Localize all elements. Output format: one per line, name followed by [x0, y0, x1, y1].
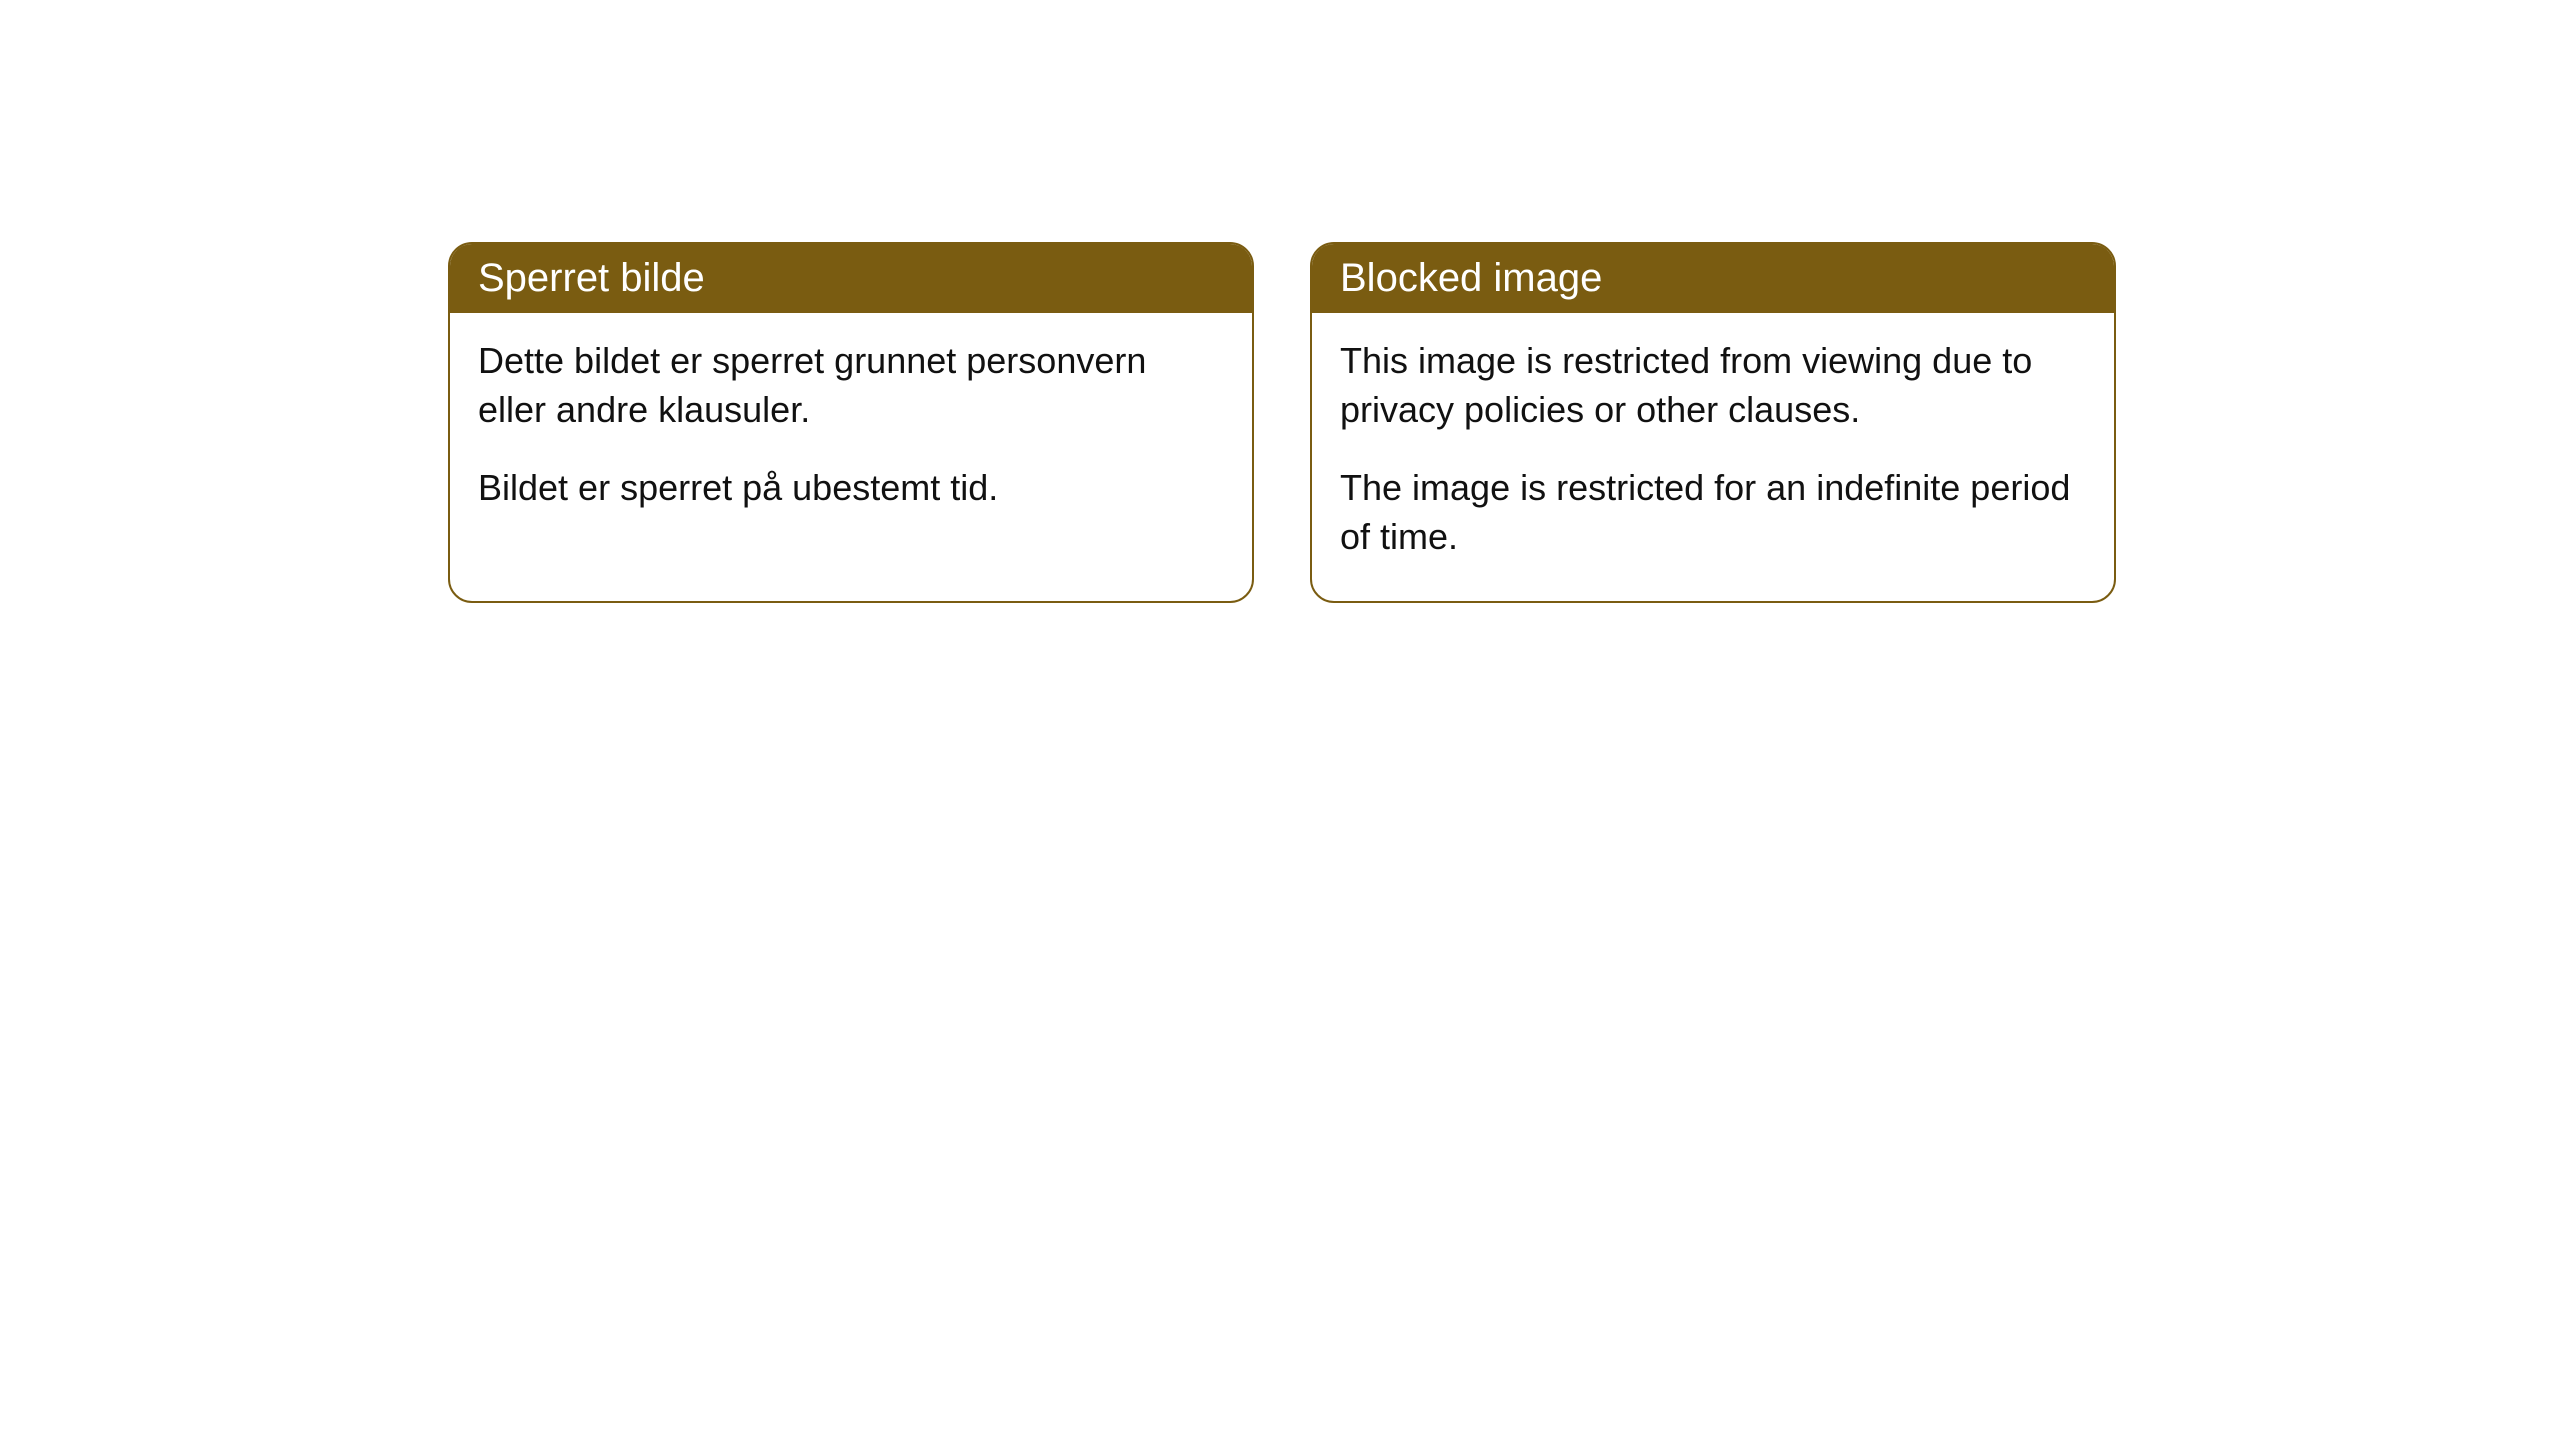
card-header-english: Blocked image — [1312, 244, 2114, 313]
card-paragraph-norwegian-2: Bildet er sperret på ubestemt tid. — [478, 464, 1224, 513]
card-paragraph-english-1: This image is restricted from viewing du… — [1340, 337, 2086, 434]
card-paragraph-norwegian-1: Dette bildet er sperret grunnet personve… — [478, 337, 1224, 434]
card-norwegian: Sperret bilde Dette bildet er sperret gr… — [448, 242, 1254, 603]
card-english: Blocked image This image is restricted f… — [1310, 242, 2116, 603]
cards-container: Sperret bilde Dette bildet er sperret gr… — [0, 0, 2560, 603]
card-body-english: This image is restricted from viewing du… — [1312, 313, 2114, 601]
card-paragraph-english-2: The image is restricted for an indefinit… — [1340, 464, 2086, 561]
card-body-norwegian: Dette bildet er sperret grunnet personve… — [450, 313, 1252, 553]
card-title-english: Blocked image — [1340, 256, 1602, 300]
card-header-norwegian: Sperret bilde — [450, 244, 1252, 313]
card-title-norwegian: Sperret bilde — [478, 256, 705, 300]
